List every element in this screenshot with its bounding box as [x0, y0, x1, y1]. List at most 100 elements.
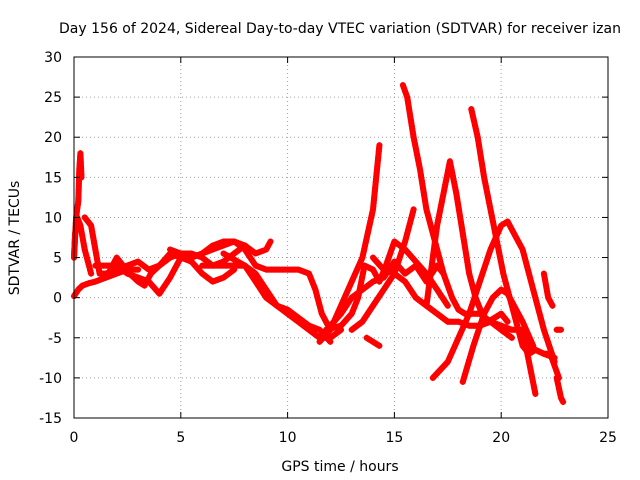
data-point [427, 221, 434, 228]
data-point [528, 280, 535, 287]
data-point [313, 292, 320, 299]
data-point [525, 269, 532, 276]
data-point [317, 304, 324, 311]
data-point [437, 258, 444, 265]
data-point [494, 230, 501, 237]
data-point [554, 377, 561, 384]
data-point [212, 277, 219, 284]
data-point [183, 252, 190, 259]
data-point [460, 376, 467, 383]
data-point [402, 235, 409, 242]
data-point [342, 291, 349, 298]
data-point [530, 286, 537, 293]
data-point [549, 302, 556, 309]
data-point [456, 332, 463, 339]
data-point [350, 305, 357, 312]
data-point [502, 279, 509, 286]
data-point [367, 218, 374, 225]
y-tick-label: 10 [44, 210, 62, 226]
data-point [503, 282, 510, 289]
data-point [297, 267, 304, 274]
data-point [404, 229, 411, 236]
data-point [546, 344, 553, 351]
data-point [438, 261, 445, 268]
data-point [532, 390, 539, 397]
data-point [524, 263, 531, 270]
data-point [480, 313, 487, 320]
data-point [349, 308, 356, 315]
data-point [447, 353, 454, 360]
data-point [317, 307, 324, 314]
data-point [352, 300, 359, 307]
data-point [135, 266, 142, 273]
y-tick-label: 5 [53, 251, 62, 267]
data-point [215, 240, 222, 247]
data-point [532, 346, 539, 353]
data-point [459, 378, 466, 385]
data-point [143, 277, 150, 284]
data-point [439, 267, 446, 274]
data-point [167, 254, 174, 261]
data-point [100, 275, 107, 282]
data-point [400, 244, 407, 251]
data-point [460, 324, 467, 331]
data-point [375, 276, 382, 283]
data-point [153, 263, 160, 270]
data-point [472, 290, 479, 297]
data-point [354, 297, 361, 304]
data-point [536, 309, 543, 316]
data-point [327, 338, 334, 345]
data-point [483, 258, 490, 265]
data-point [393, 264, 400, 271]
data-point [380, 266, 387, 273]
data-point [388, 246, 395, 253]
data-point [473, 128, 480, 135]
data-point [540, 323, 547, 330]
data-point [366, 224, 373, 231]
data-point [376, 342, 383, 349]
data-point [369, 209, 376, 216]
data-point [273, 302, 280, 309]
data-point [473, 287, 480, 294]
data-point [383, 259, 390, 266]
data-point [550, 358, 557, 365]
series-drop [519, 326, 539, 397]
data-point [215, 276, 222, 283]
data-point [548, 353, 555, 360]
data-point [521, 255, 528, 262]
data-point [217, 239, 224, 246]
data-point [425, 215, 432, 222]
data-point [103, 270, 110, 277]
data-point [363, 236, 370, 243]
data-series [71, 82, 567, 405]
data-point [466, 356, 473, 363]
data-point [467, 307, 474, 314]
data-point [127, 261, 134, 268]
data-point [512, 315, 519, 322]
data-point [506, 325, 513, 332]
data-point [348, 310, 355, 317]
data-point [467, 276, 474, 283]
data-point [167, 246, 174, 253]
data-point [255, 249, 262, 256]
data-point [436, 256, 443, 263]
data-point [443, 278, 450, 285]
data-point [468, 348, 475, 355]
data-point [471, 296, 478, 303]
data-point [387, 249, 394, 256]
data-point [535, 348, 542, 355]
data-point [148, 265, 155, 272]
data-point [475, 302, 482, 309]
data-point [88, 270, 95, 277]
x-tick-label: 25 [599, 430, 617, 446]
data-point [303, 269, 310, 276]
data-point [177, 250, 184, 257]
data-point [553, 369, 560, 376]
data-point [535, 306, 542, 313]
data-point [526, 334, 533, 341]
data-point [341, 294, 348, 301]
data-point [531, 292, 538, 299]
data-point [217, 275, 224, 282]
